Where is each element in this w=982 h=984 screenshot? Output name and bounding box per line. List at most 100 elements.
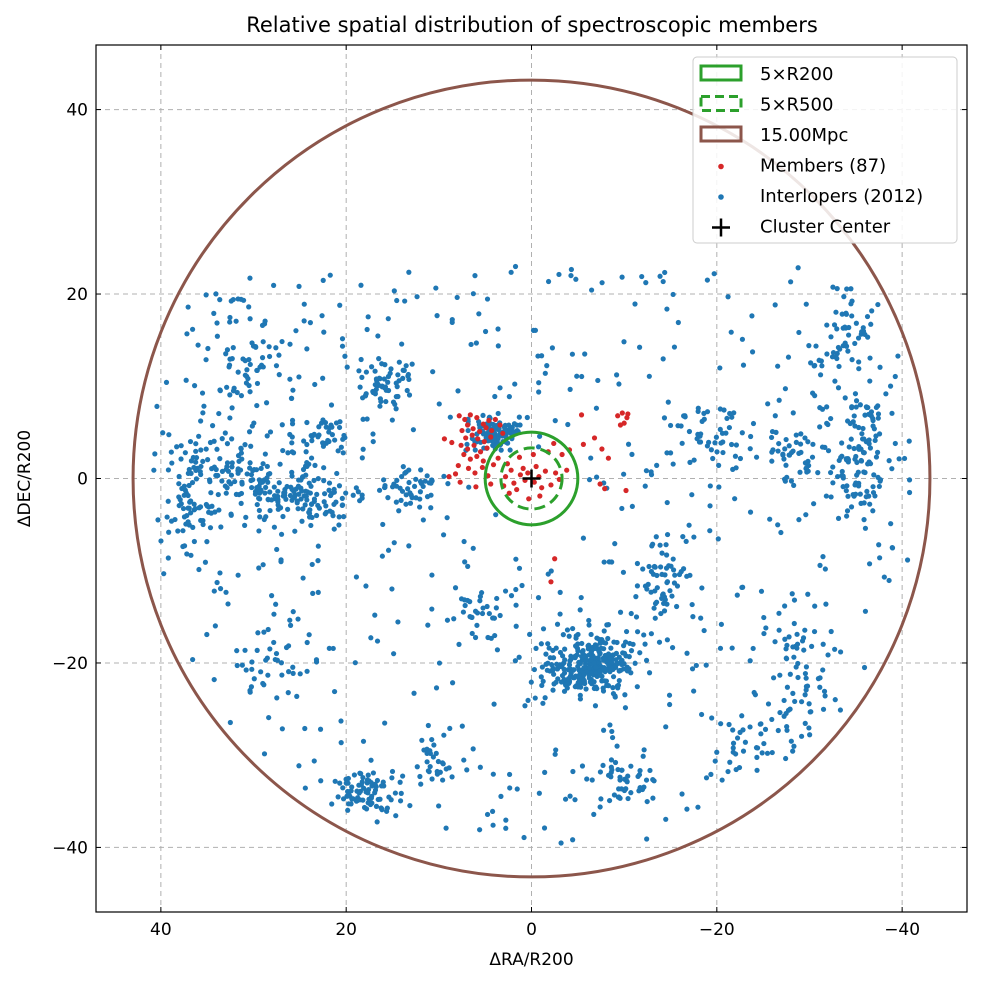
- interloper-point: [213, 291, 219, 297]
- interloper-point: [214, 320, 220, 326]
- x-tick-label: −20: [699, 920, 735, 940]
- interloper-point: [752, 692, 758, 698]
- y-tick-label: −40: [52, 838, 88, 858]
- interloper-point: [395, 619, 401, 625]
- interloper-point: [441, 473, 447, 479]
- interloper-point: [370, 431, 376, 437]
- interloper-point: [482, 328, 489, 335]
- interloper-point: [365, 772, 371, 778]
- interloper-point: [339, 502, 346, 508]
- interloper-point: [181, 543, 188, 549]
- interloper-point: [698, 711, 705, 718]
- interloper-point: [732, 453, 739, 459]
- interloper-point: [579, 373, 585, 380]
- interloper-point: [591, 660, 597, 666]
- x-tick-label: 0: [526, 920, 537, 940]
- interloper-point: [533, 645, 539, 651]
- interloper-point: [841, 294, 847, 300]
- interloper-point: [265, 626, 271, 633]
- interloper-point: [356, 782, 362, 788]
- interloper-point: [477, 764, 483, 770]
- interloper-point: [612, 541, 618, 547]
- member-point: [619, 410, 625, 416]
- interloper-point: [263, 484, 269, 491]
- interloper-point: [626, 666, 632, 672]
- interloper-point: [401, 367, 407, 373]
- interloper-point: [670, 291, 676, 298]
- interloper-point: [876, 431, 883, 437]
- member-point: [475, 436, 481, 442]
- interloper-point: [470, 746, 476, 752]
- interloper-point: [863, 404, 869, 410]
- interloper-point: [308, 455, 315, 461]
- interloper-point: [198, 447, 204, 453]
- interloper-point: [803, 512, 809, 518]
- interloper-point: [586, 622, 592, 628]
- interloper-point: [589, 287, 595, 293]
- interloper-point: [379, 553, 385, 559]
- interloper-point: [187, 438, 194, 445]
- interloper-point: [267, 471, 273, 477]
- interloper-point: [659, 571, 665, 578]
- interloper-point: [860, 436, 866, 442]
- interloper-point: [192, 506, 198, 512]
- interloper-point: [769, 716, 775, 723]
- interloper-point: [767, 516, 773, 522]
- interloper-point: [717, 426, 723, 433]
- interloper-point: [405, 373, 411, 379]
- interloper-point: [625, 441, 632, 447]
- interloper-point: [567, 386, 573, 392]
- interloper-point: [690, 614, 696, 620]
- interloper-point: [586, 477, 593, 483]
- interloper-point: [498, 447, 504, 453]
- interloper-point: [405, 486, 411, 492]
- interloper-point: [851, 413, 857, 419]
- interloper-point: [622, 705, 629, 711]
- interloper-point: [820, 554, 826, 560]
- interloper-point: [393, 406, 399, 412]
- interloper-point: [570, 837, 576, 843]
- interloper-point: [876, 483, 882, 490]
- interloper-point: [325, 437, 331, 444]
- interloper-point: [175, 528, 181, 534]
- interloper-point: [516, 565, 523, 571]
- interloper-point: [595, 377, 601, 384]
- interloper-point: [695, 804, 701, 810]
- interloper-point: [301, 438, 307, 444]
- interloper-point: [853, 404, 859, 410]
- interloper-point: [854, 472, 860, 478]
- interloper-point: [424, 759, 430, 765]
- interloper-point: [687, 459, 693, 465]
- interloper-point: [348, 801, 354, 807]
- interloper-point: [364, 416, 370, 422]
- interloper-point: [300, 575, 306, 581]
- interloper-point: [734, 592, 740, 598]
- interloper-point: [429, 572, 435, 578]
- interloper-point: [853, 480, 859, 486]
- interloper-point: [312, 462, 318, 468]
- interloper-point: [788, 279, 794, 285]
- interloper-point: [887, 383, 894, 389]
- interloper-point: [761, 740, 767, 747]
- interloper-point: [315, 502, 321, 509]
- interloper-point: [832, 697, 838, 703]
- interloper-point: [225, 601, 231, 607]
- interloper-point: [659, 550, 665, 556]
- interloper-point: [360, 774, 366, 781]
- interloper-point: [637, 650, 643, 656]
- interloper-point: [582, 680, 588, 687]
- interloper-point: [797, 441, 804, 447]
- interloper-point: [193, 459, 199, 465]
- member-point: [480, 421, 486, 427]
- interloper-point: [712, 440, 718, 446]
- member-point: [446, 474, 452, 480]
- interloper-point: [714, 749, 720, 755]
- interloper-point: [296, 283, 302, 289]
- interloper-point: [321, 465, 327, 471]
- interloper-point: [597, 769, 604, 775]
- member-point: [559, 451, 565, 458]
- interloper-point: [249, 484, 255, 491]
- interloper-point: [652, 615, 658, 621]
- interloper-point: [568, 266, 574, 273]
- interloper-point: [285, 506, 291, 512]
